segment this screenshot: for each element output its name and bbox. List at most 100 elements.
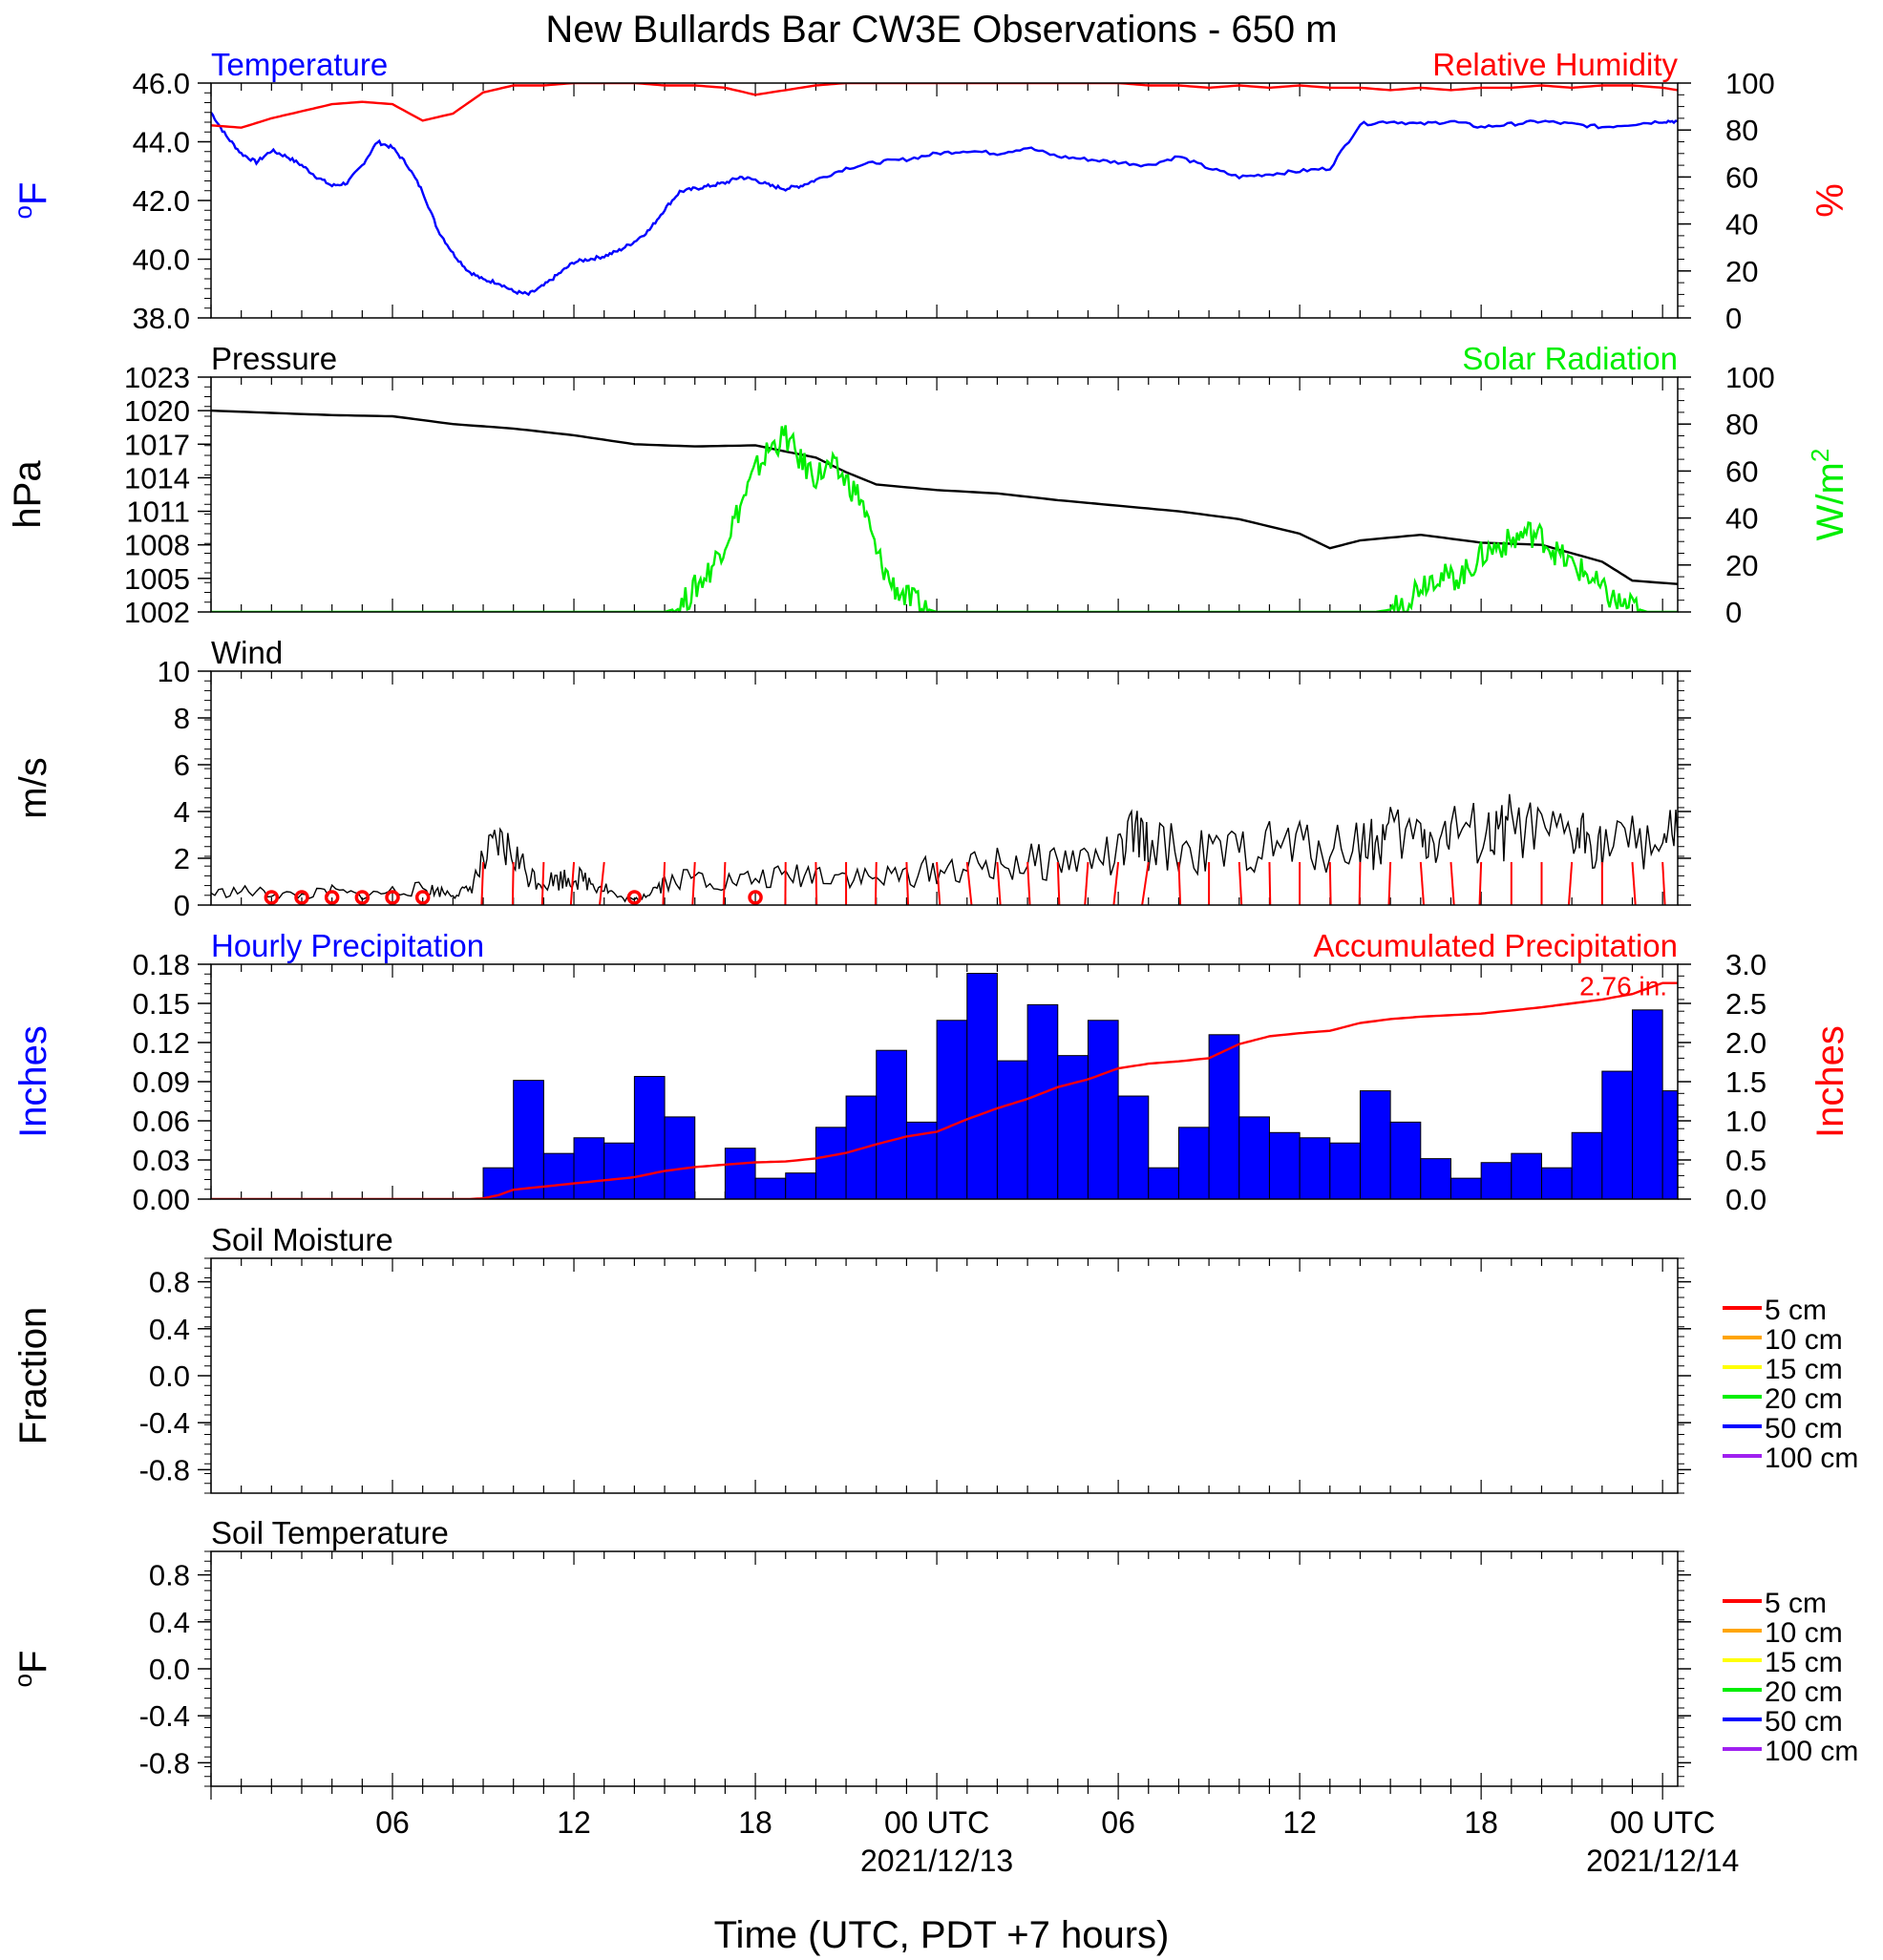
wind-barb — [1449, 861, 1455, 905]
y-tick-label: 1017 — [124, 428, 190, 461]
legend-label: 5 cm — [1765, 1588, 1827, 1619]
wind-barb — [540, 861, 545, 905]
precip-bar — [1571, 1131, 1603, 1199]
wind-calm-marker — [626, 890, 643, 905]
figure-title: New Bullards Bar CW3E Observations - 650… — [545, 9, 1337, 51]
y-tick-label: 4 — [174, 795, 190, 829]
y-tick-label: 2 — [174, 842, 190, 875]
y-tick-label: 0.0 — [149, 1359, 190, 1393]
y2-axis-label: % — [1809, 183, 1851, 218]
precip-bar — [1359, 1090, 1391, 1199]
panel-soil-moisture: -0.8 -0.4 0.0 0.4 0.8 Soil Moisture Fraction 5 … — [12, 1222, 1858, 1494]
precip-bar — [1480, 1162, 1513, 1199]
wind-barb — [1478, 861, 1483, 905]
wind-barb — [1026, 861, 1031, 905]
wind-barb — [1567, 861, 1574, 905]
x-tick-label: 12 — [1282, 1805, 1317, 1840]
precip-bar — [1268, 1131, 1301, 1199]
x-axis-label: Time (UTC, PDT +7 hours) — [714, 1914, 1170, 1956]
y-tick-label: -0.8 — [139, 1453, 190, 1486]
precip-bar — [936, 1020, 968, 1199]
wind-barb — [1358, 861, 1362, 905]
wind-barb — [1112, 861, 1120, 905]
precip-bar — [754, 1177, 787, 1199]
y2-tick-label: 20 — [1725, 255, 1758, 288]
wind-barb — [1056, 861, 1061, 905]
y-axis-label: oF — [9, 182, 54, 220]
y-tick-label: -0.8 — [139, 1746, 190, 1780]
precip-bar — [1299, 1137, 1331, 1199]
y-tick-label: 0.8 — [149, 1266, 190, 1299]
panel-left-title: Wind — [211, 635, 283, 670]
wind-calm-marker — [748, 890, 763, 905]
precip-bar — [1148, 1167, 1179, 1199]
panel-left-title: Hourly Precipitation — [211, 928, 484, 963]
panel-frame — [210, 963, 1679, 1200]
y2-tick-label: 80 — [1725, 408, 1758, 441]
wind-barb — [511, 861, 515, 905]
y2-tick-label: 2.5 — [1725, 987, 1767, 1021]
y-tick-label: 0 — [174, 889, 190, 922]
plot-area — [211, 409, 1678, 612]
wind-barb — [1238, 861, 1243, 905]
precip-bar — [1057, 1055, 1089, 1199]
precip-bar — [724, 1148, 756, 1199]
y2-tick-label: 40 — [1725, 208, 1758, 242]
panel-left-title: Soil Temperature — [211, 1515, 449, 1550]
y2-tick-label: 1.0 — [1725, 1105, 1767, 1138]
x-tick-label: 00 UTC — [884, 1805, 989, 1840]
wind-barb — [1328, 861, 1332, 905]
precip-bar — [1420, 1158, 1451, 1199]
legend-label: 5 cm — [1765, 1295, 1827, 1326]
wind-barb — [599, 861, 605, 905]
y-tick-label: 0.12 — [133, 1026, 190, 1060]
y-tick-label: 0.15 — [133, 987, 190, 1021]
y-tick-label: 0.00 — [133, 1183, 190, 1216]
precip-bar — [1177, 1127, 1210, 1199]
y2-tick-label: 60 — [1725, 160, 1758, 194]
wind-calm-marker — [264, 890, 280, 905]
y-tick-label: 0.4 — [149, 1313, 190, 1346]
wind-barb — [569, 861, 576, 905]
precip-bar — [1449, 1177, 1482, 1199]
wind-barb — [662, 861, 666, 905]
precip-bar — [1511, 1152, 1542, 1199]
legend-label: 20 cm — [1765, 1676, 1843, 1708]
y-tick-label: 8 — [174, 702, 190, 735]
legend-label: 50 cm — [1765, 1706, 1843, 1738]
series-line-solar-radiation — [211, 425, 1678, 612]
panel-wind: 0 2 4 6 8 10 Wind m/s — [12, 635, 1691, 922]
y-tick-label: 0.0 — [149, 1653, 190, 1686]
wind-barb — [1387, 861, 1392, 905]
x-tick-date: 2021/12/14 — [1586, 1844, 1739, 1878]
y2-axis-label: Inches — [1809, 1025, 1851, 1138]
wind-barb — [1084, 861, 1090, 905]
wind-barb — [1661, 861, 1666, 905]
series-line-relative-humidity — [211, 83, 1678, 129]
y-tick-label: 1008 — [124, 529, 190, 562]
panel-left-title: Soil Moisture — [211, 1222, 393, 1257]
precip-bar — [633, 1076, 666, 1199]
plot-area — [211, 793, 1678, 905]
wind-barb — [965, 861, 973, 905]
y-tick-label: 0.09 — [133, 1065, 190, 1099]
precip-bar — [1026, 1003, 1059, 1199]
y-tick-label: 0.4 — [149, 1606, 190, 1639]
panel-left-title: Temperature — [211, 47, 388, 82]
y-tick-label: 10 — [158, 655, 190, 688]
legend-label: 50 cm — [1765, 1413, 1843, 1444]
y-axis-label: Fraction — [12, 1307, 54, 1445]
precip-bar — [1389, 1121, 1422, 1199]
panel-right-title: Solar Radiation — [1462, 341, 1678, 376]
precip-bar — [1329, 1142, 1361, 1199]
y2-tick-label: 20 — [1725, 549, 1758, 582]
legend-label: 100 cm — [1765, 1443, 1858, 1474]
x-tick-label: 18 — [738, 1805, 772, 1840]
precip-bar — [876, 1049, 907, 1199]
precip-bar — [785, 1172, 816, 1199]
plot-area — [211, 973, 1678, 1199]
panel-right-title: Accumulated Precipitation — [1313, 928, 1678, 963]
